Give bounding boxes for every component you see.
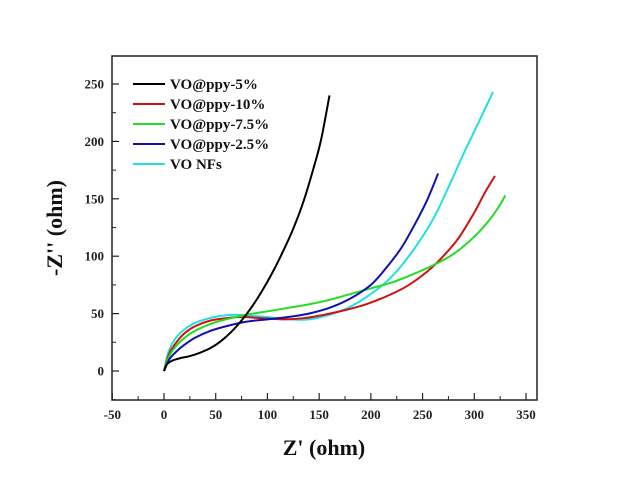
y-tick-label: 50 <box>91 306 104 321</box>
series-line-vo-nfs <box>163 91 494 372</box>
legend-label: VO@ppy-2.5% <box>170 137 269 153</box>
x-tick-label: 200 <box>361 407 381 422</box>
x-tick-label: 50 <box>209 407 222 422</box>
y-axis-title: -Z'' (ohm) <box>42 180 67 276</box>
y-tick-label: 100 <box>85 249 105 264</box>
x-axis: -50 0 50 100 150 200 250 300 350 <box>104 393 536 422</box>
legend: VO@ppy-5% VO@ppy-10% VO@ppy-7.5% VO@ppy-2.5… <box>133 77 269 173</box>
y-axis: 0 50 100 150 200 250 <box>85 77 119 401</box>
x-tick-label: 150 <box>309 407 329 422</box>
series-line-vo-ppy-7-5- <box>163 194 507 372</box>
x-tick-label: -50 <box>104 407 121 422</box>
x-tick-label: 250 <box>413 407 433 422</box>
x-axis-title: Z' (ohm) <box>283 435 366 460</box>
x-tick-label: 300 <box>465 407 485 422</box>
y-tick-label: 250 <box>85 77 105 92</box>
y-tick-label: 200 <box>85 134 105 149</box>
x-tick-label: 0 <box>161 407 168 422</box>
legend-label: VO@ppy-10% <box>170 97 265 113</box>
series-line-vo-ppy-2-5- <box>163 173 440 372</box>
y-tick-label: 150 <box>85 191 105 206</box>
series-line-vo-ppy-10- <box>163 175 496 372</box>
y-tick-label: 0 <box>98 364 105 379</box>
legend-label: VO@ppy-7.5% <box>170 117 269 133</box>
legend-label: VO@ppy-5% <box>170 77 258 93</box>
legend-label: VO NFs <box>170 157 222 173</box>
x-tick-label: 350 <box>516 407 536 422</box>
series-line-vo-ppy-5- <box>163 95 331 372</box>
curves <box>163 91 507 372</box>
x-tick-label: 100 <box>258 407 278 422</box>
